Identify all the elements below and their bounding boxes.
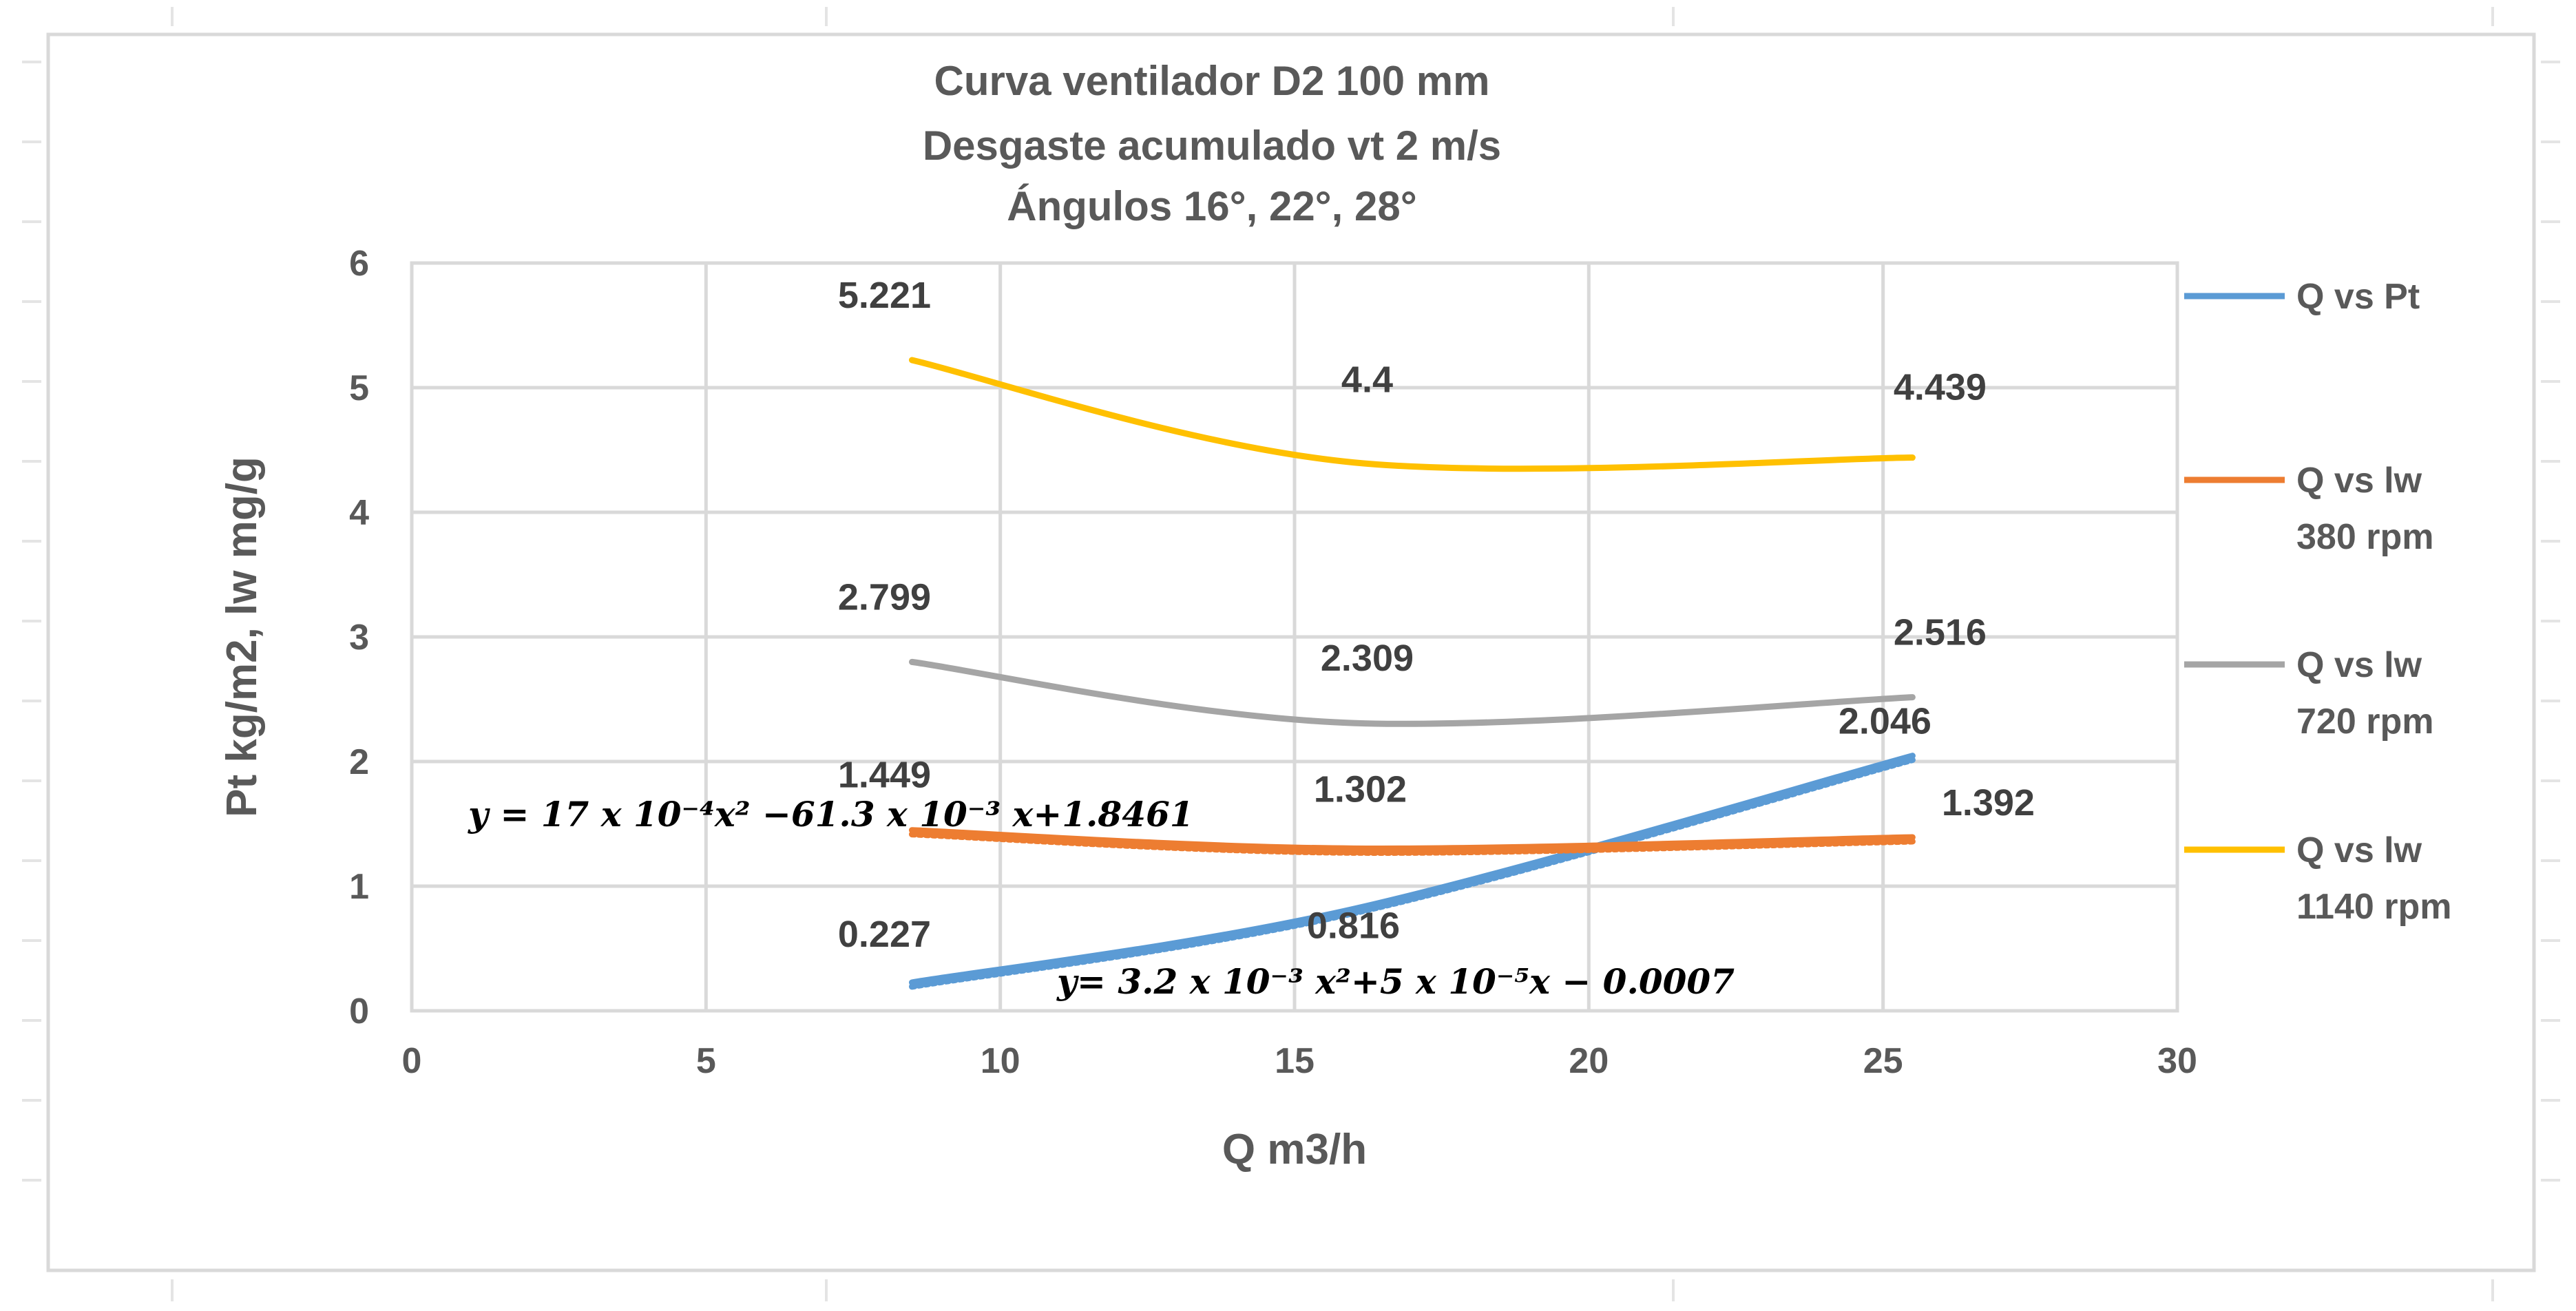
legend-label-0-0: Q vs Pt bbox=[2296, 277, 2420, 317]
plot-area-border bbox=[410, 261, 2179, 1013]
legend-label-3-1: 1140 rpm bbox=[2296, 887, 2452, 927]
legend-label-1-0: Q vs lw bbox=[2296, 461, 2422, 501]
y-axis-title: Pt kg/m2, lw mg/g bbox=[218, 457, 266, 817]
series-1-point-0 bbox=[911, 829, 913, 831]
series-2-point-1 bbox=[1352, 722, 1354, 724]
chart-title-line-2: Desgaste acumulado vt 2 m/s bbox=[923, 123, 1501, 169]
legend: Q vs Pt Q vs lw 380 rpm Q vs lw 720 rpm Q vs … bbox=[2184, 277, 2452, 927]
chart-title-line-1: Curva ventilador D2 100 mm bbox=[934, 58, 1490, 104]
series-1-label-2: 1.392 bbox=[1942, 782, 2035, 824]
x-tick-label-0: 0 bbox=[402, 1041, 422, 1081]
x-tick-label-2: 10 bbox=[981, 1041, 1020, 1081]
series-0-point-1 bbox=[1352, 908, 1354, 910]
data-label-layer: 0.227 0.816 2.046 1.449 1.302 1.392 2.799 2.309… bbox=[838, 275, 2035, 955]
y-tick-label-2: 2 bbox=[349, 742, 369, 782]
series-2-point-0 bbox=[911, 661, 913, 663]
y-axis-ticks: 0 1 2 3 4 5 6 bbox=[349, 244, 369, 1031]
series-1-point-2 bbox=[1912, 837, 1914, 839]
chart-title-line-3: Ángulos 16°, 22°, 28° bbox=[1007, 183, 1417, 229]
trendline-series-1 bbox=[908, 831, 1916, 856]
series-0-label-1: 0.816 bbox=[1307, 905, 1400, 946]
x-tick-label-6: 30 bbox=[2157, 1041, 2197, 1081]
series-line-2 bbox=[908, 658, 1916, 727]
series-1-label-1: 1.302 bbox=[1314, 768, 1407, 810]
x-tick-label-3: 15 bbox=[1275, 1041, 1315, 1081]
chart-title: Curva ventilador D2 100 mm Desgaste acum… bbox=[923, 58, 1501, 229]
trendline-equation-380rpm: y = 17 x 10⁻⁴x² −61.3 x 10⁻³ x+1.8461 bbox=[468, 794, 1194, 835]
x-tick-label-5: 25 bbox=[1863, 1041, 1903, 1081]
series-0-label-0: 0.227 bbox=[838, 914, 931, 955]
series-3-point-2 bbox=[1912, 457, 1914, 459]
x-axis-ticks: 0 5 10 15 20 25 30 bbox=[402, 1041, 2197, 1081]
series-3-label-0: 5.221 bbox=[838, 275, 931, 316]
series-3-label-1: 4.4 bbox=[1341, 359, 1393, 401]
y-tick-label-3: 3 bbox=[349, 618, 369, 658]
series-1-label-0: 1.449 bbox=[838, 755, 931, 796]
legend-label-2-1: 720 rpm bbox=[2296, 702, 2433, 742]
series-1-point-1 bbox=[1352, 848, 1354, 850]
series-0-label-2: 2.046 bbox=[1839, 701, 1931, 742]
series-3-point-0 bbox=[911, 359, 913, 361]
series-3-point-1 bbox=[1352, 461, 1354, 463]
series-2-label-2: 2.516 bbox=[1894, 612, 1987, 653]
y-tick-label-0: 0 bbox=[349, 992, 369, 1031]
y-tick-label-4: 4 bbox=[349, 493, 369, 533]
legend-label-2-0: Q vs lw bbox=[2296, 645, 2422, 685]
series-2-label-0: 2.799 bbox=[838, 576, 931, 618]
legend-label-3-0: Q vs lw bbox=[2296, 830, 2422, 870]
series-2-point-2 bbox=[1912, 696, 1914, 698]
series-line-0 bbox=[908, 753, 1916, 986]
series-0-point-0 bbox=[911, 981, 913, 983]
trendline-equation-pt: y= 3.2 x 10⁻³ x²+5 x 10⁻⁵x − 0.0007 bbox=[1056, 961, 1735, 1002]
series-2-label-1: 2.309 bbox=[1321, 638, 1414, 679]
y-tick-label-5: 5 bbox=[349, 368, 369, 408]
x-axis-title: Q m3/h bbox=[1222, 1126, 1367, 1173]
x-tick-label-4: 20 bbox=[1569, 1041, 1609, 1081]
trendline-series-0 bbox=[908, 757, 1916, 990]
series-line-1 bbox=[908, 827, 1916, 852]
y-tick-label-1: 1 bbox=[349, 867, 369, 907]
sheet-guides bbox=[22, 7, 2560, 1301]
x-tick-label-1: 5 bbox=[696, 1041, 716, 1081]
chart-area-border bbox=[46, 32, 2536, 1272]
legend-label-1-1: 380 rpm bbox=[2296, 517, 2433, 557]
series-line-3 bbox=[908, 357, 1916, 472]
series-0-point-2 bbox=[1912, 755, 1914, 757]
series-3-label-2: 4.439 bbox=[1894, 367, 1987, 408]
y-tick-label-6: 6 bbox=[349, 244, 369, 284]
series-layer bbox=[908, 357, 1916, 990]
